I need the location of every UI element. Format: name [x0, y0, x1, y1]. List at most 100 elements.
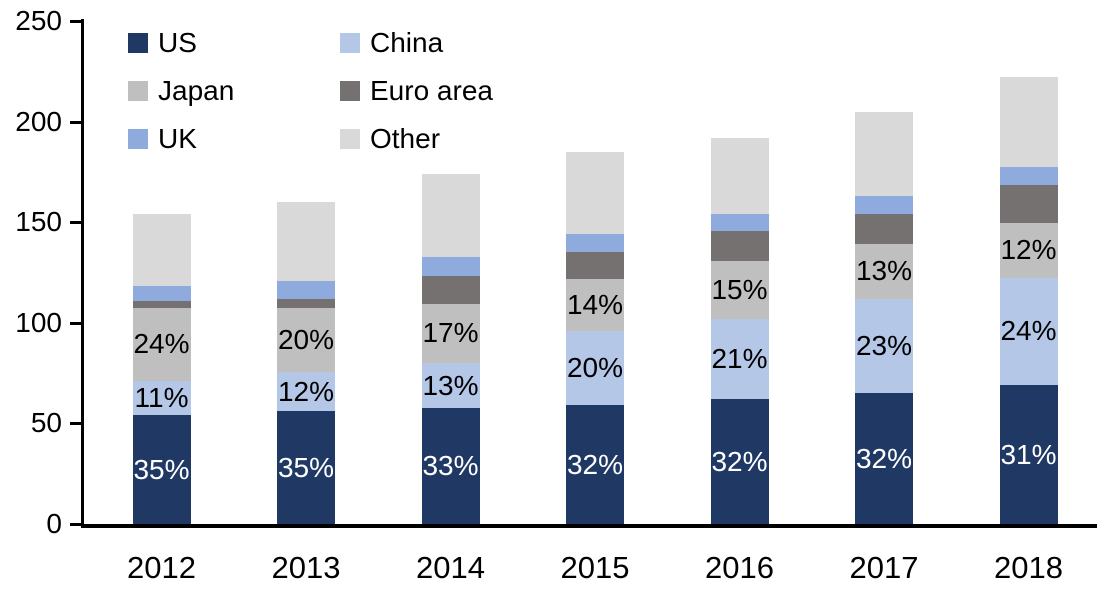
bar-segment-other-2015 [566, 151, 624, 235]
bar-segment-china-2015 [566, 330, 624, 406]
bar-segment-euro-area-2014 [421, 275, 480, 304]
legend-item-china: China [340, 27, 493, 58]
bar-segment-other-2017 [855, 111, 913, 197]
x-category-label-2014: 2014 [416, 550, 485, 585]
bar-segment-euro-area-2013 [277, 298, 335, 308]
bar-segment-uk-2016 [710, 214, 769, 232]
bar-segment-us-2017 [855, 393, 913, 524]
bar-label-us-2018: 31% [1000, 438, 1057, 470]
bar-segment-us-2012 [132, 415, 191, 524]
bar-label-japan-2013: 20% [277, 323, 335, 355]
chart-legend: US China Japan Euro area UK Other [128, 27, 493, 154]
legend-label: Other [370, 123, 441, 154]
legend-item-uk: UK [128, 123, 340, 154]
bar-segment-china-2014 [421, 363, 480, 409]
bar-segment-uk-2017 [855, 196, 913, 215]
bar-label-us-2012: 35% [133, 453, 190, 485]
bar-label-japan-2017: 13% [855, 255, 913, 287]
bar-label-japan-2015: 14% [566, 288, 624, 320]
bar-segment-japan-2014 [421, 303, 480, 364]
legend-label: US [158, 27, 197, 58]
legend-label: Japan [158, 75, 235, 106]
legend-swatch-uk-icon [128, 129, 148, 149]
x-category-label-2015: 2015 [560, 550, 630, 585]
bar-segment-us-2014 [421, 408, 480, 524]
bar-segment-us-2016 [710, 399, 769, 524]
y-tick-label: 50 [30, 407, 62, 439]
bar-segment-japan-2012 [132, 307, 191, 382]
legend-swatch-other-icon [340, 129, 360, 149]
x-category-label-2018: 2018 [994, 550, 1063, 585]
bar-label-us-2016: 32% [711, 445, 768, 477]
y-tick [70, 422, 82, 426]
legend-item-japan: Japan [128, 75, 340, 106]
bar-segment-uk-2015 [566, 234, 624, 253]
y-tick-label: 200 [15, 105, 62, 137]
y-tick [70, 321, 82, 325]
y-tick [70, 20, 82, 23]
bar-segment-japan-2017 [855, 244, 913, 299]
bar-label-china-2016: 21% [711, 343, 768, 375]
bar-label-us-2017: 32% [855, 442, 913, 474]
legend-item-euro-area: Euro area [340, 75, 493, 106]
bar-segment-euro-area-2012 [132, 300, 191, 308]
bar-segment-japan-2018 [999, 223, 1058, 278]
bar-segment-euro-area-2018 [999, 184, 1058, 224]
legend-label: China [370, 27, 444, 58]
bar-segment-china-2017 [855, 298, 913, 394]
x-axis-line [81, 524, 1097, 528]
bar-label-china-2014: 13% [422, 369, 479, 401]
legend-swatch-china-icon [340, 33, 360, 53]
legend-item-other: Other [340, 123, 493, 154]
x-category-label-2012: 2012 [127, 550, 196, 585]
bar-segment-other-2018 [999, 77, 1058, 167]
bar-segment-euro-area-2015 [566, 252, 624, 279]
y-axis-line [81, 19, 84, 528]
bar-segment-japan-2013 [277, 307, 335, 373]
bar-segment-japan-2016 [710, 261, 769, 319]
bar-segment-china-2016 [710, 318, 769, 400]
legend-label: Euro area [370, 75, 493, 106]
bar-label-us-2014: 33% [422, 450, 479, 482]
y-tick [70, 523, 82, 526]
bar-label-us-2015: 32% [566, 448, 624, 480]
bar-segment-uk-2013 [277, 280, 335, 299]
bar-segment-us-2018 [999, 385, 1058, 524]
bar-segment-other-2013 [277, 202, 335, 281]
bar-segment-china-2013 [277, 372, 335, 412]
bar-segment-japan-2015 [566, 278, 624, 331]
bar-label-us-2013: 35% [277, 451, 335, 483]
bar-label-japan-2014: 17% [422, 317, 479, 349]
bar-label-china-2017: 23% [855, 329, 913, 361]
bar-segment-china-2018 [999, 277, 1058, 386]
bar-label-japan-2018: 12% [1000, 234, 1057, 266]
bar-segment-uk-2014 [421, 257, 480, 276]
x-category-label-2013: 2013 [271, 550, 341, 585]
bar-label-japan-2016: 15% [711, 274, 768, 306]
y-tick-label: 150 [15, 206, 62, 238]
bar-label-china-2018: 24% [1000, 315, 1057, 347]
bar-segment-uk-2012 [132, 285, 191, 301]
bar-segment-other-2014 [421, 173, 480, 258]
bar-label-china-2012: 11% [134, 382, 189, 414]
bar-segment-us-2015 [566, 405, 624, 524]
y-tick-label: 0 [46, 508, 62, 539]
legend-label: UK [158, 123, 197, 154]
bar-segment-euro-area-2016 [710, 231, 769, 262]
bar-segment-china-2012 [132, 381, 191, 416]
y-tick [70, 221, 82, 225]
bar-segment-other-2016 [710, 137, 769, 215]
bar-segment-uk-2018 [999, 166, 1058, 185]
bar-label-china-2013: 12% [277, 375, 335, 407]
bar-segment-other-2012 [132, 214, 191, 286]
legend-swatch-us-icon [128, 33, 148, 53]
bar-segment-us-2013 [277, 411, 335, 524]
y-tick [70, 120, 82, 124]
legend-swatch-euro-area-icon [340, 81, 360, 101]
bar-segment-euro-area-2017 [855, 214, 913, 245]
bar-label-china-2015: 20% [566, 352, 624, 384]
legend-swatch-japan-icon [128, 81, 148, 101]
bar-label-japan-2012: 24% [133, 328, 190, 360]
